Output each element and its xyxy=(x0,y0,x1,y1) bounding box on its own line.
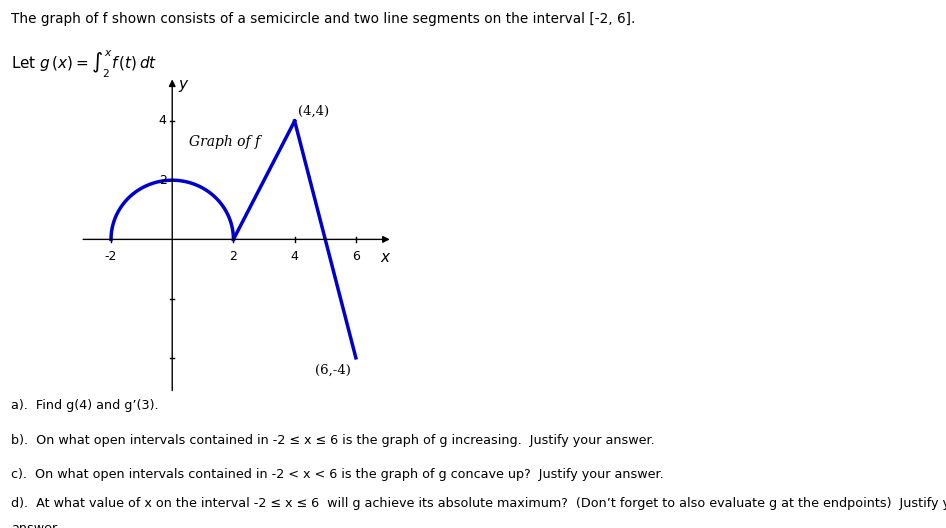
Text: answer.: answer. xyxy=(11,522,61,528)
Text: $y$: $y$ xyxy=(178,78,189,94)
Text: Let $g\,(x) = \int_2^x f\,(t)\,dt$: Let $g\,(x) = \int_2^x f\,(t)\,dt$ xyxy=(11,49,158,80)
Text: $x$: $x$ xyxy=(379,250,391,265)
Text: b).  On what open intervals contained in -2 ≤ x ≤ 6 is the graph of g increasing: b). On what open intervals contained in … xyxy=(11,434,655,447)
Text: Graph of f: Graph of f xyxy=(189,135,260,149)
Text: 4: 4 xyxy=(290,250,299,263)
Text: a).  Find g(4) and g’(3).: a). Find g(4) and g’(3). xyxy=(11,399,159,412)
Text: The graph of f shown consists of a semicircle and two line segments on the inter: The graph of f shown consists of a semic… xyxy=(11,12,636,26)
Text: c).  On what open intervals contained in -2 < x < 6 is the graph of g concave up: c). On what open intervals contained in … xyxy=(11,468,664,482)
Text: (4,4): (4,4) xyxy=(298,105,329,117)
Text: (6,-4): (6,-4) xyxy=(314,364,350,377)
Text: 2: 2 xyxy=(159,174,166,187)
Text: 6: 6 xyxy=(352,250,359,263)
Text: d).  At what value of x on the interval -2 ≤ x ≤ 6  will g achieve its absolute : d). At what value of x on the interval -… xyxy=(11,497,946,511)
Text: 4: 4 xyxy=(159,115,166,127)
Text: 2: 2 xyxy=(230,250,237,263)
Text: -2: -2 xyxy=(105,250,117,263)
